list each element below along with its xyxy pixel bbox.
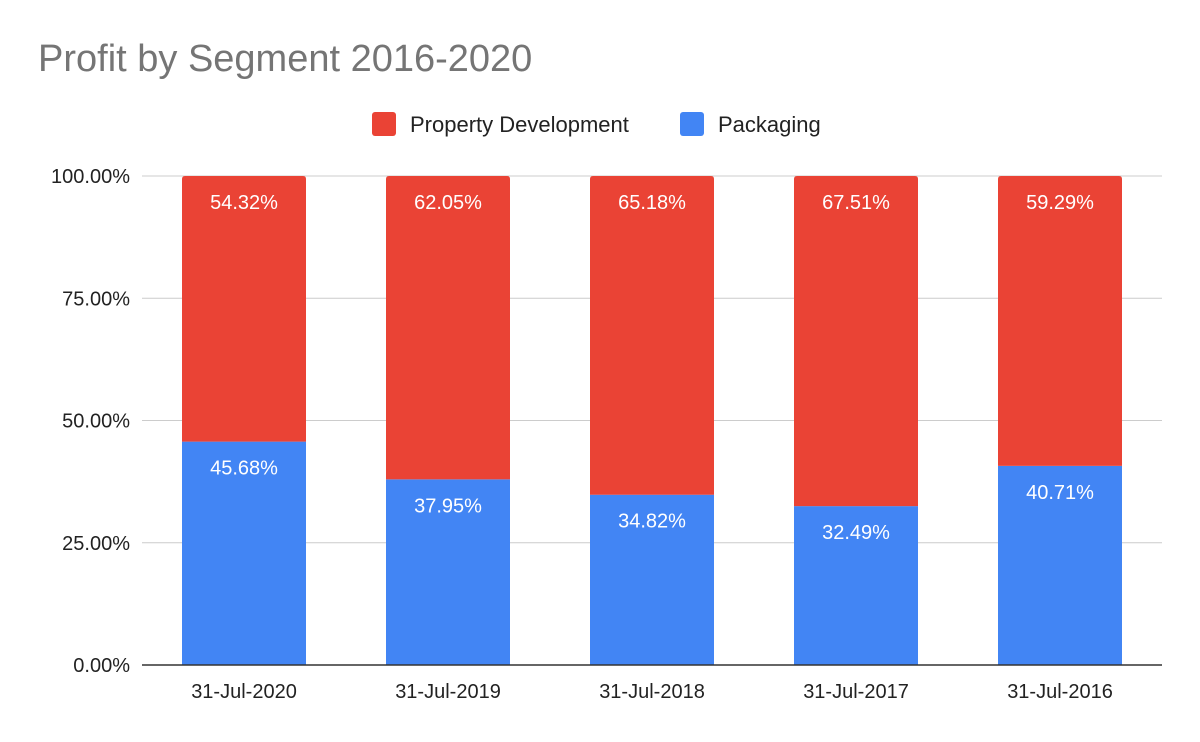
bar-segment xyxy=(182,441,306,665)
chart-title: Profit by Segment 2016-2020 xyxy=(38,38,533,80)
x-axis: 31-Jul-2020 31-Jul-2019 31-Jul-2018 31-Jul-… xyxy=(142,664,1162,703)
bar-segment xyxy=(386,176,510,480)
bar-segment xyxy=(386,479,510,665)
x-tick-label: 31-Jul-2016 xyxy=(1007,681,1113,703)
bars: 45.68% 54.32% 37.95% 62.05% 34.82% 65.18% 32.4… xyxy=(182,176,1122,665)
legend-label: Packaging xyxy=(718,112,821,137)
y-tick-label: 0.00% xyxy=(73,655,130,677)
legend-label: Property Development xyxy=(410,112,629,137)
y-tick-label: 100.00% xyxy=(51,166,130,188)
legend-swatch xyxy=(372,112,396,136)
bar-segment xyxy=(794,506,918,665)
bar-segment xyxy=(590,176,714,495)
bar-segment xyxy=(794,176,918,507)
data-label: 40.71% xyxy=(1026,482,1094,504)
y-tick-label: 75.00% xyxy=(62,288,130,310)
data-label: 45.68% xyxy=(210,458,278,480)
data-label: 37.95% xyxy=(414,495,482,517)
x-tick-label: 31-Jul-2019 xyxy=(395,681,501,703)
bar-segment xyxy=(998,465,1122,665)
x-tick-label: 31-Jul-2017 xyxy=(803,681,909,703)
data-label: 34.82% xyxy=(618,511,686,533)
legend-swatch xyxy=(680,112,704,136)
bar-segment xyxy=(590,494,714,665)
data-label: 59.29% xyxy=(1026,192,1094,214)
data-label: 54.32% xyxy=(210,192,278,214)
bar-segment xyxy=(182,176,306,442)
legend: Property Development Packaging xyxy=(372,112,821,137)
bar-segment xyxy=(998,176,1122,466)
data-label: 67.51% xyxy=(822,192,890,214)
data-label: 65.18% xyxy=(618,192,686,214)
y-axis: 0.00% 25.00% 50.00% 75.00% 100.00% xyxy=(51,166,130,677)
x-tick-label: 31-Jul-2020 xyxy=(191,681,297,703)
data-label: 32.49% xyxy=(822,522,890,544)
y-tick-label: 50.00% xyxy=(62,411,130,433)
data-label: 62.05% xyxy=(414,192,482,214)
x-tick-label: 31-Jul-2018 xyxy=(599,681,705,703)
y-tick-label: 25.00% xyxy=(62,533,130,555)
